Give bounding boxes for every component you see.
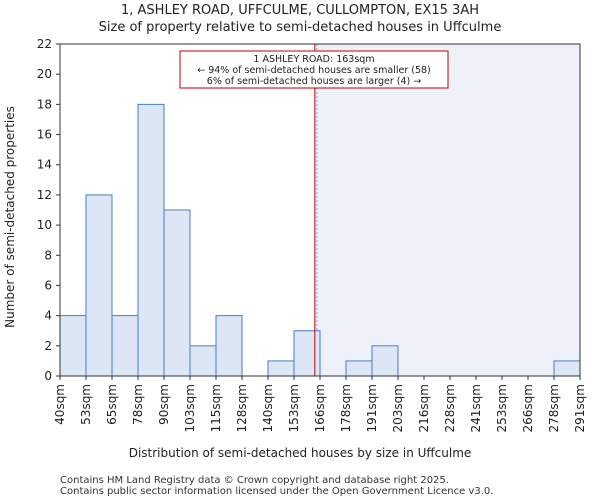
x-tick-label: 153sqm: [287, 384, 301, 432]
x-tick-label: 140sqm: [261, 384, 275, 432]
footer-line-2: Contains public sector information licen…: [60, 486, 493, 497]
y-tick-label: 2: [44, 339, 52, 353]
x-tick-label: 166sqm: [313, 384, 327, 432]
chart-title: 1, ASHLEY ROAD, UFFCULME, CULLOMPTON, EX…: [121, 3, 479, 18]
y-tick-label: 18: [37, 97, 52, 111]
bar-191sqm: [371, 345, 399, 377]
x-tick-label: 253sqm: [495, 384, 509, 432]
x-tick-label: 115sqm: [209, 384, 223, 432]
y-tick-label: 0: [44, 369, 52, 383]
y-axis-label: Number of semi-detached properties: [3, 106, 17, 328]
x-tick-label: 203sqm: [391, 384, 405, 432]
bar-90sqm: [163, 209, 191, 377]
y-tick-label: 4: [44, 309, 52, 323]
x-tick-label: 53sqm: [79, 384, 93, 425]
bar-78sqm: [137, 103, 165, 377]
x-tick-label: 266sqm: [521, 384, 535, 432]
x-tick-label: 40sqm: [53, 384, 67, 425]
annotation-line-1: 1 ASHLEY ROAD: 163sqm: [253, 54, 374, 65]
bar-65sqm: [111, 315, 139, 377]
bar-153sqm: [293, 330, 321, 377]
x-tick-label: 191sqm: [365, 384, 379, 432]
bar-178sqm: [345, 360, 373, 377]
annotation-box: 1 ASHLEY ROAD: 163sqm ← 94% of semi-deta…: [179, 50, 449, 89]
x-tick-label: 241sqm: [469, 384, 483, 432]
x-tick-label: 278sqm: [547, 384, 561, 432]
bar-103sqm: [189, 345, 217, 377]
y-tick-label: 8: [44, 248, 52, 262]
bar-115sqm: [215, 315, 243, 377]
bar-140sqm: [267, 360, 295, 377]
y-tick-label: 16: [37, 128, 52, 142]
x-tick-label: 291sqm: [573, 384, 587, 432]
x-tick-label: 216sqm: [417, 384, 431, 432]
x-tick-label: 103sqm: [183, 384, 197, 432]
chart-subtitle: Size of property relative to semi-detach…: [99, 20, 502, 35]
annotation-line-2: ← 94% of semi-detached houses are smalle…: [197, 65, 431, 76]
y-tick-label: 6: [44, 278, 52, 292]
y-tick-label: 20: [37, 67, 52, 81]
y-tick-label: 10: [37, 218, 52, 232]
y-tick-label: 12: [37, 188, 52, 202]
x-axis-label: Distribution of semi-detached houses by …: [129, 446, 472, 460]
x-tick-label: 178sqm: [339, 384, 353, 432]
y-tick-label: 22: [37, 37, 52, 51]
x-tick-label: 78sqm: [131, 384, 145, 425]
x-tick-label: 90sqm: [157, 384, 171, 425]
bar-53sqm: [85, 194, 113, 377]
x-tick-label: 228sqm: [443, 384, 457, 432]
y-tick-label: 14: [37, 158, 52, 172]
footer-line-1: Contains HM Land Registry data © Crown c…: [60, 475, 449, 486]
highlight-region: [314, 44, 580, 376]
x-tick-label: 128sqm: [235, 384, 249, 432]
bar-278sqm: [553, 360, 581, 377]
annotation-line-3: 6% of semi-detached houses are larger (4…: [207, 76, 421, 87]
x-tick-label: 65sqm: [105, 384, 119, 425]
bar-40sqm: [59, 315, 87, 377]
